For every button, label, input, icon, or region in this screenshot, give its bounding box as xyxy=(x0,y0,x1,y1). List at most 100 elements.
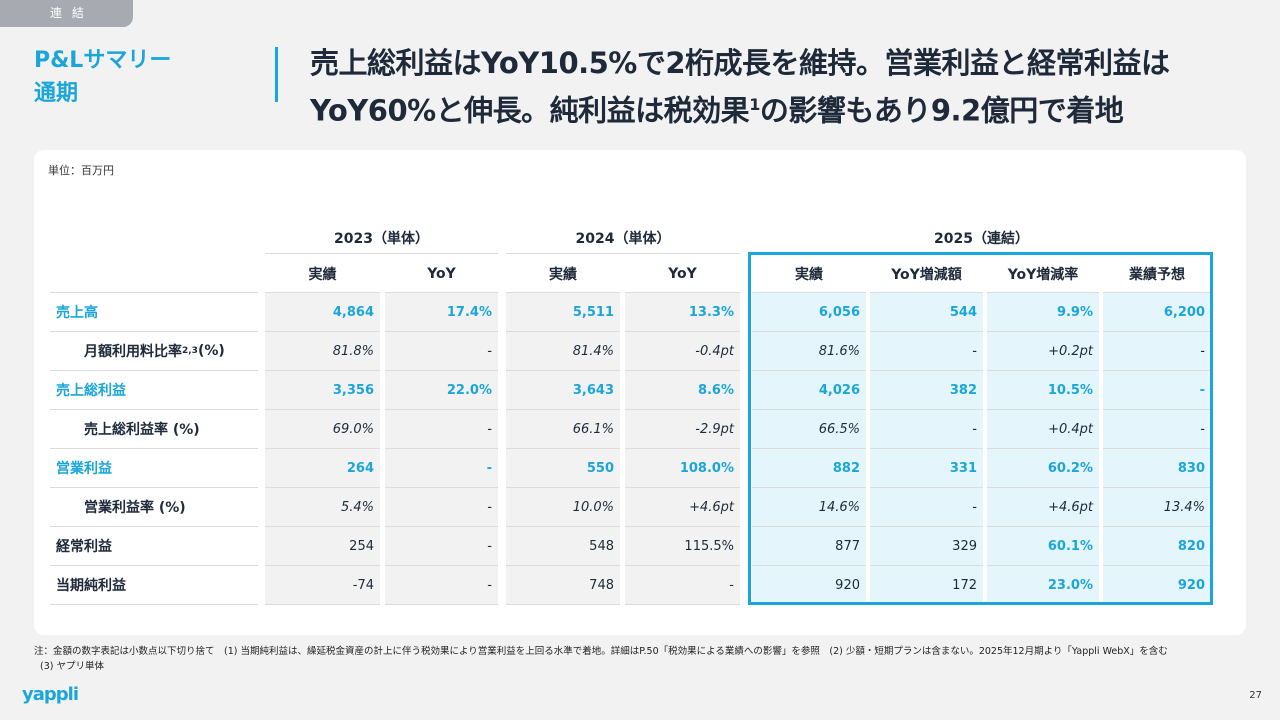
table-cell: 66.1% xyxy=(506,410,620,449)
row-label: 営業利益率 (%) xyxy=(50,488,258,527)
table-cell: 820 xyxy=(1103,527,1211,566)
row-label-suffix: (%) xyxy=(197,343,225,359)
table-cell: 13.3% xyxy=(625,293,740,332)
row-label-text: 当期純利益 xyxy=(56,578,126,594)
table-cell: 5.4% xyxy=(265,488,380,527)
table-cell: 10.0% xyxy=(506,488,620,527)
table-cell: 9.9% xyxy=(987,293,1099,332)
table-cell: - xyxy=(870,410,983,449)
table-cell: 6,200 xyxy=(1103,293,1211,332)
unit-label: 単位：百万円 xyxy=(48,164,114,177)
row-label-text: 売上高 xyxy=(56,305,98,321)
table-cell: - xyxy=(1103,332,1211,371)
row-label: 売上総利益率 (%) xyxy=(50,410,258,449)
table-cell: - xyxy=(385,410,498,449)
table-cell: - xyxy=(1103,371,1211,410)
table-cell: 13.4% xyxy=(1103,488,1211,527)
footnote-line1: 注：金額の数字表記は小数点以下切り捨て (1) 当期純利益は、繰延税金資産の計上… xyxy=(34,646,1168,657)
table-cell: - xyxy=(385,449,498,488)
table-cell: 3,356 xyxy=(265,371,380,410)
footnote-line2: (3) ヤプリ単体 xyxy=(40,661,104,672)
table-cell: 329 xyxy=(870,527,983,566)
header-spacer xyxy=(50,255,258,293)
column-header: 実績 xyxy=(265,255,380,293)
row-label: 営業利益 xyxy=(50,449,258,488)
table-cell: 920 xyxy=(752,566,866,605)
table-cell: -74 xyxy=(265,566,380,605)
table-cell: 3,643 xyxy=(506,371,620,410)
table-cell: 550 xyxy=(506,449,620,488)
table-cell: 4,026 xyxy=(752,371,866,410)
column-header: YoY増減額 xyxy=(870,255,983,293)
table-cell: - xyxy=(870,332,983,371)
table-cell: 8.6% xyxy=(625,371,740,410)
table-cell: - xyxy=(385,566,498,605)
table-cell: +4.6pt xyxy=(625,488,740,527)
headline: 売上総利益はYoY10.5%で2桁成長を維持。営業利益と経常利益は YoY60%… xyxy=(310,42,1170,132)
column-header: 業績予想 xyxy=(1103,255,1211,293)
table-cell: 23.0% xyxy=(987,566,1099,605)
table-cell: 108.0% xyxy=(625,449,740,488)
table-cell: - xyxy=(385,488,498,527)
table-cell: +4.6pt xyxy=(987,488,1099,527)
table-cell: 920 xyxy=(1103,566,1211,605)
row-label-text: 営業利益率 (%) xyxy=(84,500,186,516)
footnotes: 注：金額の数字表記は小数点以下切り捨て (1) 当期純利益は、繰延税金資産の計上… xyxy=(34,644,1168,674)
table-cell: 10.5% xyxy=(987,371,1099,410)
table-cell: 66.5% xyxy=(752,410,866,449)
table-cell: -0.4pt xyxy=(625,332,740,371)
table-cell: - xyxy=(385,332,498,371)
table-cell: 548 xyxy=(506,527,620,566)
table-cell: 331 xyxy=(870,449,983,488)
table-cell: 830 xyxy=(1103,449,1211,488)
row-label-text: 売上総利益 xyxy=(56,383,126,399)
row-label-text: 経常利益 xyxy=(56,539,112,555)
table-cell: 22.0% xyxy=(385,371,498,410)
table-cell: 748 xyxy=(506,566,620,605)
table-cell: 877 xyxy=(752,527,866,566)
table-cell: 264 xyxy=(265,449,380,488)
table-cell: 81.6% xyxy=(752,332,866,371)
row-label-text: 営業利益 xyxy=(56,461,112,477)
table-cell: 60.2% xyxy=(987,449,1099,488)
consolidated-tag: 連 結 xyxy=(0,0,133,27)
column-header: 実績 xyxy=(506,255,620,293)
table-cell: +0.2pt xyxy=(987,332,1099,371)
highlight-2025-box xyxy=(748,252,1213,605)
footnote-ref: 1 xyxy=(749,95,760,114)
row-label-text: 売上総利益率 (%) xyxy=(84,422,200,438)
row-label: 月額利用料比率 2,3 (%) xyxy=(50,332,258,371)
section-title-line1: P&Lサマリー xyxy=(34,48,172,73)
table-cell: +0.4pt xyxy=(987,410,1099,449)
table-cell: - xyxy=(385,527,498,566)
headline-line2: YoY60%と伸長。純利益は税効果1の影響もあり9.2億円で着地 xyxy=(310,84,1170,132)
column-header: YoY xyxy=(625,255,740,293)
pl-table-card: 単位：百万円 2023（単体） 2024（単体） 2025（連結） 実績 YoY 実績 Yo… xyxy=(34,150,1246,635)
table-cell: 17.4% xyxy=(385,293,498,332)
divider xyxy=(275,47,278,102)
table-cell: - xyxy=(625,566,740,605)
table-cell: -2.9pt xyxy=(625,410,740,449)
group-header: 2023（単体） xyxy=(265,222,498,254)
footnote-ref: 2,3 xyxy=(182,346,198,356)
section-title: P&Lサマリー 通期 xyxy=(34,44,171,110)
table-cell: 6,056 xyxy=(752,293,866,332)
table-cell: 60.1% xyxy=(987,527,1099,566)
table-cell: 382 xyxy=(870,371,983,410)
group-header: 2024（単体） xyxy=(506,222,740,254)
section-title-line2: 通期 xyxy=(34,81,79,106)
row-label-text: 月額利用料比率 xyxy=(84,344,182,360)
table-cell: 115.5% xyxy=(625,527,740,566)
table-cell: 69.0% xyxy=(265,410,380,449)
yappli-logo: yappli xyxy=(22,684,79,705)
table-cell: 882 xyxy=(752,449,866,488)
table-cell: 254 xyxy=(265,527,380,566)
column-header: YoY増減率 xyxy=(987,255,1099,293)
group-header: 2025（連結） xyxy=(752,222,1211,254)
table-cell: 4,864 xyxy=(265,293,380,332)
table-cell: - xyxy=(870,488,983,527)
headline-line1: 売上総利益はYoY10.5%で2桁成長を維持。営業利益と経常利益は xyxy=(310,46,1170,80)
column-header: 実績 xyxy=(752,255,866,293)
table-cell: 14.6% xyxy=(752,488,866,527)
headline-text: の影響もあり9.2億円で着地 xyxy=(759,93,1124,128)
